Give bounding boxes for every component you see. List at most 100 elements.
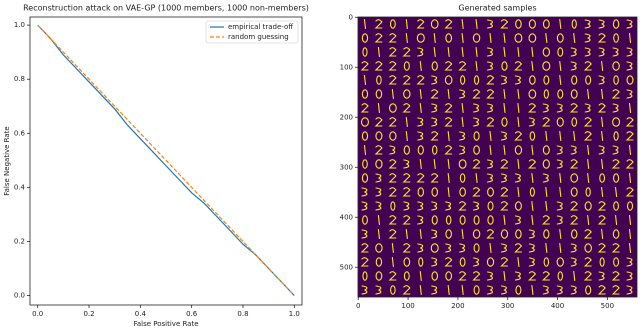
sample-stroke <box>362 271 368 281</box>
sample-stroke <box>542 173 549 183</box>
sample-stroke <box>615 186 618 198</box>
sample-stroke <box>388 159 397 169</box>
sample-stroke <box>570 285 577 295</box>
sample-stroke <box>597 243 606 253</box>
sample-stroke <box>500 229 509 239</box>
sample-stroke <box>430 243 439 253</box>
sample-stroke <box>628 242 632 254</box>
sample-stroke <box>514 131 523 141</box>
sample-stroke <box>571 75 578 85</box>
sample-stroke <box>473 145 480 155</box>
sample-stroke <box>461 46 464 58</box>
sample-stroke <box>460 75 466 85</box>
sample-stroke <box>375 89 383 99</box>
y-tick-label: 0.2 <box>14 237 25 245</box>
sample-stroke <box>403 61 410 71</box>
sample-stroke <box>475 60 478 72</box>
sample-stroke <box>416 33 425 43</box>
legend-label: empirical trade-off <box>228 23 293 31</box>
sample-stroke <box>431 103 438 113</box>
sample-stroke <box>628 144 632 156</box>
y-tick-label: 0.8 <box>14 75 25 83</box>
sample-stroke <box>403 257 411 267</box>
sample-stroke <box>587 88 590 100</box>
sample-stroke <box>459 131 466 141</box>
sample-stroke <box>375 159 383 169</box>
sample-stroke <box>570 61 577 71</box>
sample-stroke <box>612 19 620 29</box>
sample-stroke <box>583 271 592 281</box>
sample-stroke <box>431 257 438 267</box>
samples <box>360 18 634 296</box>
sample-stroke <box>626 201 634 211</box>
sample-stroke <box>458 159 467 169</box>
sample-stroke <box>556 257 564 267</box>
x-axis-label: False Positive Rate <box>133 320 198 328</box>
sample-stroke <box>444 257 453 267</box>
sample-stroke <box>503 32 506 44</box>
sample-stroke <box>587 214 590 226</box>
sample-stroke <box>557 89 564 99</box>
sample-stroke <box>543 89 549 99</box>
sample-stroke <box>570 47 577 57</box>
sample-stroke <box>363 144 367 156</box>
sample-stroke <box>531 60 534 72</box>
sample-stroke <box>528 117 535 127</box>
sample-stroke <box>541 271 551 281</box>
sample-stroke <box>584 243 592 253</box>
sample-stroke <box>500 131 507 141</box>
sample-stroke <box>388 173 397 183</box>
x-tick-label: 1.0 <box>289 310 300 318</box>
sample-stroke <box>611 271 620 281</box>
sample-stroke <box>402 47 411 57</box>
sample-stroke <box>515 19 522 29</box>
sample-stroke <box>517 116 520 128</box>
sample-stroke <box>626 75 634 85</box>
sample-stroke <box>431 201 438 211</box>
sample-stroke <box>556 103 563 113</box>
sample-stroke <box>529 187 535 197</box>
sample-stroke <box>458 271 467 281</box>
sample-stroke <box>529 131 536 141</box>
sample-stroke <box>486 47 493 57</box>
sample-stroke <box>447 284 450 296</box>
chart-title: Reconstruction attack on VAE-GP (1000 me… <box>23 4 309 13</box>
sample-stroke <box>473 117 480 127</box>
sample-stroke <box>361 229 368 239</box>
sample-stroke <box>500 187 509 197</box>
sample-stroke <box>475 18 478 30</box>
sample-stroke <box>559 130 562 142</box>
y-axis-label: False Negative Rate <box>3 126 11 196</box>
sample-stroke <box>626 61 633 71</box>
sample-stroke <box>377 228 380 240</box>
sample-stroke <box>447 186 450 198</box>
sample-stroke <box>361 285 368 295</box>
sample-stroke <box>445 243 452 253</box>
sample-stroke <box>402 75 411 85</box>
sample-stroke <box>375 173 382 183</box>
sample-stroke <box>444 75 453 85</box>
sample-stroke <box>402 173 411 183</box>
sample-stroke <box>597 285 606 295</box>
x-tick-label: 0.0 <box>32 310 43 318</box>
sample-stroke <box>405 116 408 128</box>
sample-stroke <box>626 285 633 295</box>
sample-stroke <box>431 145 438 155</box>
sample-stroke <box>447 88 450 100</box>
sample-stroke <box>417 215 424 225</box>
sample-stroke <box>377 102 380 114</box>
sample-stroke <box>626 19 633 29</box>
sample-stroke <box>598 19 605 29</box>
sample-stroke <box>570 145 577 155</box>
sample-stroke <box>528 271 537 281</box>
sample-stroke <box>431 75 438 85</box>
chart-title: Generated samples <box>458 4 536 13</box>
sample-stroke <box>611 285 620 295</box>
sample-stroke <box>628 172 632 184</box>
sample-stroke <box>517 256 520 268</box>
sample-stroke <box>612 47 619 57</box>
sample-stroke <box>503 88 506 100</box>
sample-stroke <box>375 285 382 295</box>
sample-stroke <box>500 201 509 211</box>
sample-stroke <box>501 61 508 71</box>
